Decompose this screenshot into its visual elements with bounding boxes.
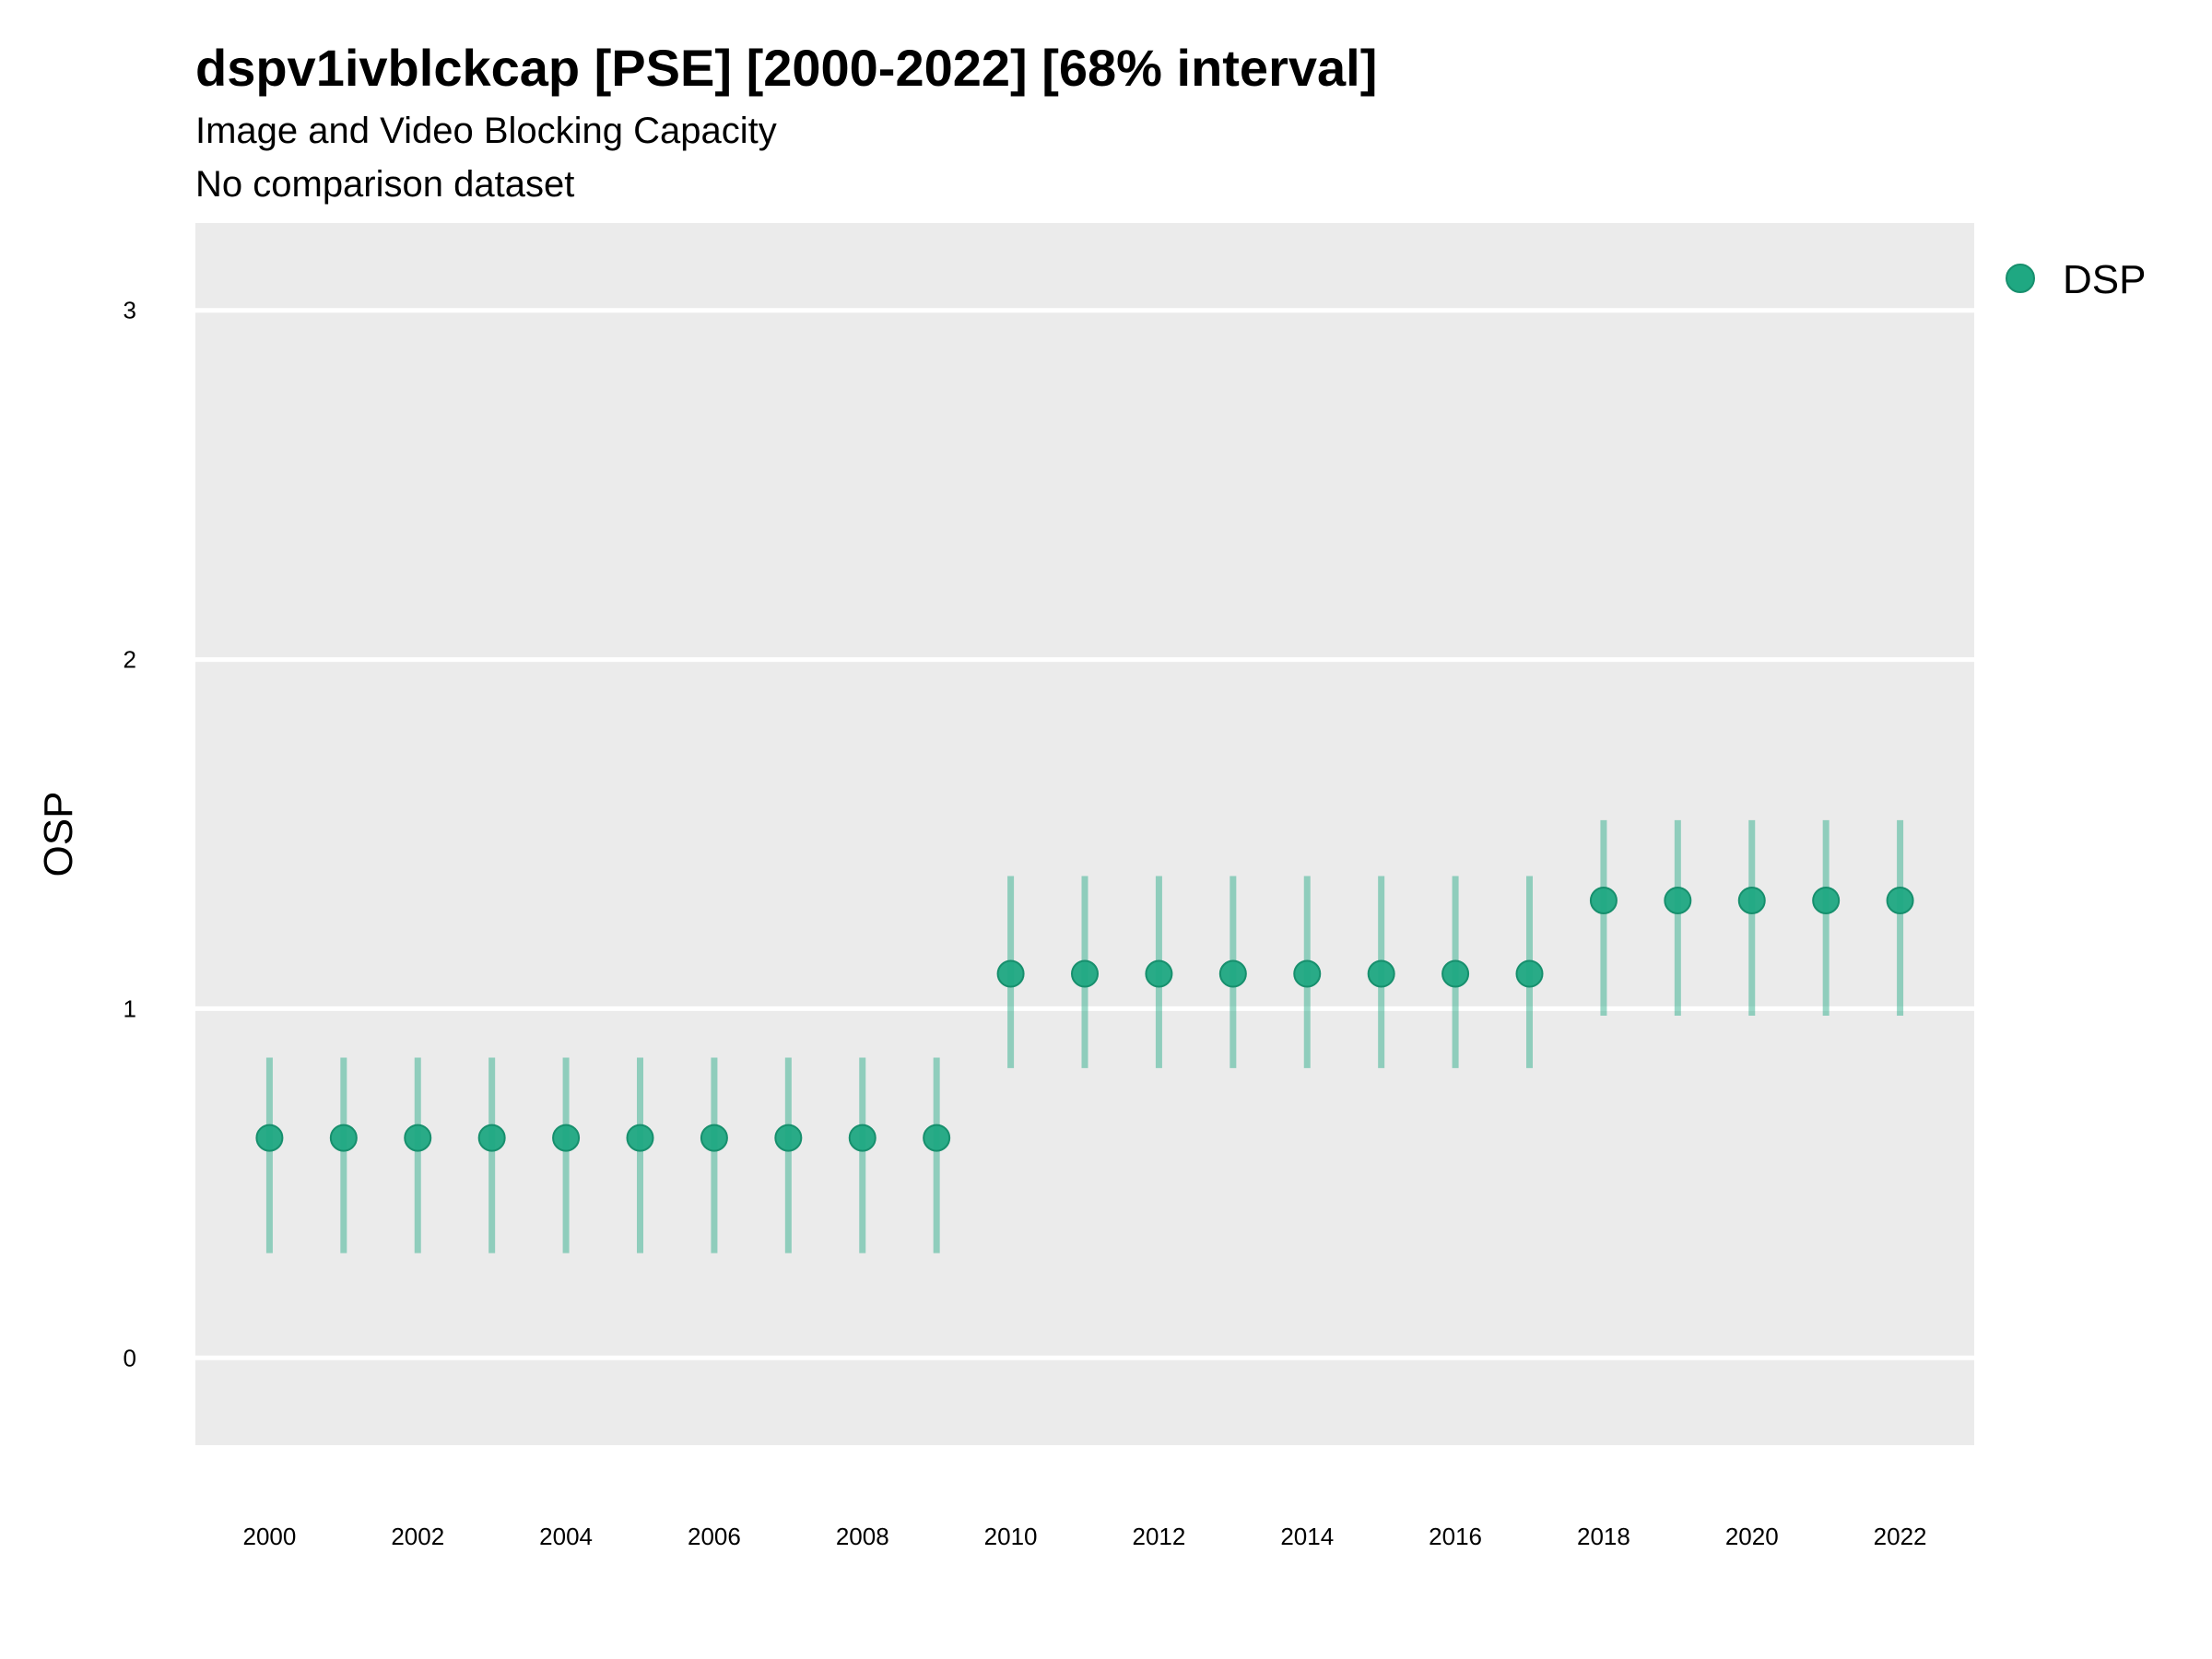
x-tick-label-2016: 2016 [1429, 1523, 1482, 1550]
data-point-2003 [477, 1124, 506, 1152]
x-tick-label-2000: 2000 [242, 1523, 296, 1550]
legend-label-dsp: DSP [2063, 257, 2146, 302]
chart-subtitle: Image and Video Blocking Capacity [195, 111, 777, 151]
data-point-2018 [1589, 886, 1618, 914]
x-tick-label-2008: 2008 [836, 1523, 889, 1550]
data-point-2004 [552, 1124, 581, 1152]
data-point-2005 [626, 1124, 654, 1152]
x-tick-label-2014: 2014 [1280, 1523, 1334, 1550]
data-point-2011 [1071, 959, 1099, 988]
x-tick-label-2002: 2002 [391, 1523, 444, 1550]
y-axis-title: OSP [36, 792, 81, 877]
chart-subtitle-2: No comparison dataset [195, 164, 574, 205]
x-axis-ticks: 2000 2002 2004 2006 2008 2010 2012 2014 2016 2018… [242, 1523, 1926, 1550]
data-point-2014 [1293, 959, 1322, 988]
data-point-2012 [1145, 959, 1173, 988]
data-point-2001 [329, 1124, 358, 1152]
data-point-2002 [404, 1124, 432, 1152]
chart-title: dspv1ivblckcap [PSE] [2000-2022] [68% in… [195, 39, 1377, 97]
y-tick-label-0: 0 [124, 1344, 136, 1371]
legend: DSP [2006, 257, 2146, 302]
x-tick-label-2020: 2020 [1725, 1523, 1779, 1550]
data-point-2009 [923, 1124, 951, 1152]
y-tick-label-3: 3 [124, 297, 136, 324]
data-point-2000 [255, 1124, 284, 1152]
x-tick-label-2012: 2012 [1132, 1523, 1185, 1550]
x-tick-label-2006: 2006 [688, 1523, 741, 1550]
plot-panel [195, 223, 1974, 1445]
data-point-2007 [774, 1124, 803, 1152]
data-point-2008 [848, 1124, 877, 1152]
data-point-2006 [700, 1124, 728, 1152]
y-tick-label-1: 1 [124, 994, 136, 1022]
data-point-2021 [1812, 886, 1841, 914]
data-point-2017 [1515, 959, 1544, 988]
gridlines [195, 308, 1974, 1360]
data-point-2019 [1664, 886, 1692, 914]
y-axis-ticks: 0 1 2 3 [124, 297, 136, 1372]
data-points [255, 886, 1914, 1152]
x-tick-label-2022: 2022 [1874, 1523, 1927, 1550]
data-point-2015 [1367, 959, 1395, 988]
x-tick-label-2018: 2018 [1577, 1523, 1630, 1550]
x-tick-label-2004: 2004 [539, 1523, 593, 1550]
x-tick-label-2010: 2010 [984, 1523, 1038, 1550]
data-point-2022 [1886, 886, 1914, 914]
data-point-2016 [1441, 959, 1470, 988]
data-point-2013 [1218, 959, 1247, 988]
data-point-2010 [996, 959, 1025, 988]
y-tick-label-2: 2 [124, 646, 136, 674]
legend-marker-dsp [2006, 264, 2035, 293]
data-point-2020 [1737, 886, 1766, 914]
